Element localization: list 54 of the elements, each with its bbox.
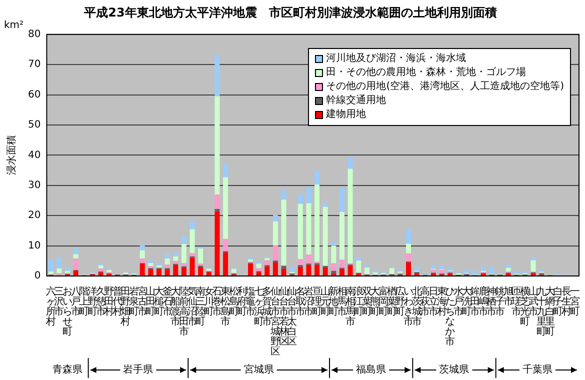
x-tick-label: 岩沼市	[304, 286, 314, 318]
x-tick-label: 岩泉町	[129, 286, 140, 318]
x-tick-label: 亘理町	[312, 286, 322, 318]
x-tick-label: 八戸市	[70, 286, 81, 318]
y-tick-label: 50	[28, 120, 41, 131]
x-tick-label: 長生村	[560, 286, 572, 318]
y-tick-label: 40	[28, 150, 41, 161]
legend-label: その他の用地(空港、港湾地区、人工造成地の空地等)	[326, 80, 564, 94]
text: km²	[4, 20, 24, 31]
legend-label: 河川地及び湖沼・海浜・海水域	[326, 52, 466, 66]
x-tick-label: 山元町	[320, 286, 330, 318]
chart-title: 平成23年東北地方太平洋沖地震 市区町村別津波浸水範囲の土地利用別面積	[83, 5, 497, 20]
x-tick-label: 旭市	[503, 286, 514, 308]
x-tick-label: 大洗町	[462, 286, 472, 318]
x-tick-label: 東海村	[436, 286, 447, 318]
x-tick-label: 一宮町	[570, 286, 580, 318]
x-tick-label: ひたちなか市	[445, 286, 456, 348]
x-tick-label: 利府町	[237, 286, 248, 318]
text: 宮城県	[244, 364, 274, 376]
x-tick-label: 広野町	[395, 286, 406, 318]
y-tick-label: 0	[34, 270, 41, 282]
text: 岩手県	[123, 364, 154, 376]
x-tick-label: 高萩市	[420, 286, 430, 318]
text: 茨城県	[439, 364, 470, 376]
y-tick-label: 30	[28, 180, 41, 191]
legend-label: 建物用地	[326, 108, 366, 122]
text: 千葉県	[522, 364, 552, 376]
x-tick-label: 富岡町	[378, 286, 389, 318]
legend-label: 幹線交通用地	[326, 94, 386, 108]
x-tick-label: 山武市	[528, 286, 538, 318]
x-tick-label: 白子町	[553, 286, 564, 318]
y-tick-label: 20	[28, 210, 41, 222]
y-tick-label: 60	[28, 89, 41, 100]
x-tick-label: 大槌町	[154, 286, 164, 318]
x-tick-label: 浪江町	[354, 286, 364, 318]
y-tick-label: 80	[28, 28, 41, 40]
x-tick-label: 銚子市	[494, 286, 505, 318]
x-tick-label: 松島町	[228, 286, 239, 318]
x-tick-label: 多賀城市	[261, 286, 272, 328]
x-tick-label: 日立市	[428, 286, 438, 318]
y-tick-label: 70	[28, 59, 41, 70]
legend-label: 田・その他の農用地・森林・荒地・ゴルフ場	[326, 66, 526, 80]
x-tick-label: 大熊町	[370, 286, 380, 318]
text: 福島県	[356, 364, 386, 376]
y-tick-label: 10	[28, 240, 41, 252]
x-tick-label: 水戸市	[453, 286, 464, 318]
x-tick-label: 双葉町	[362, 286, 372, 318]
text: 青森県	[52, 364, 83, 376]
x-tick-label: 九十九里町	[536, 286, 547, 338]
x-tick-label: 楢葉町	[386, 286, 397, 318]
x-tick-label: 名取市	[295, 286, 306, 318]
y-axis-title: 浸水面積	[6, 135, 18, 176]
x-tick-label: 仙台市太白区	[287, 286, 298, 348]
x-tick-label: 宮古市	[137, 286, 148, 318]
